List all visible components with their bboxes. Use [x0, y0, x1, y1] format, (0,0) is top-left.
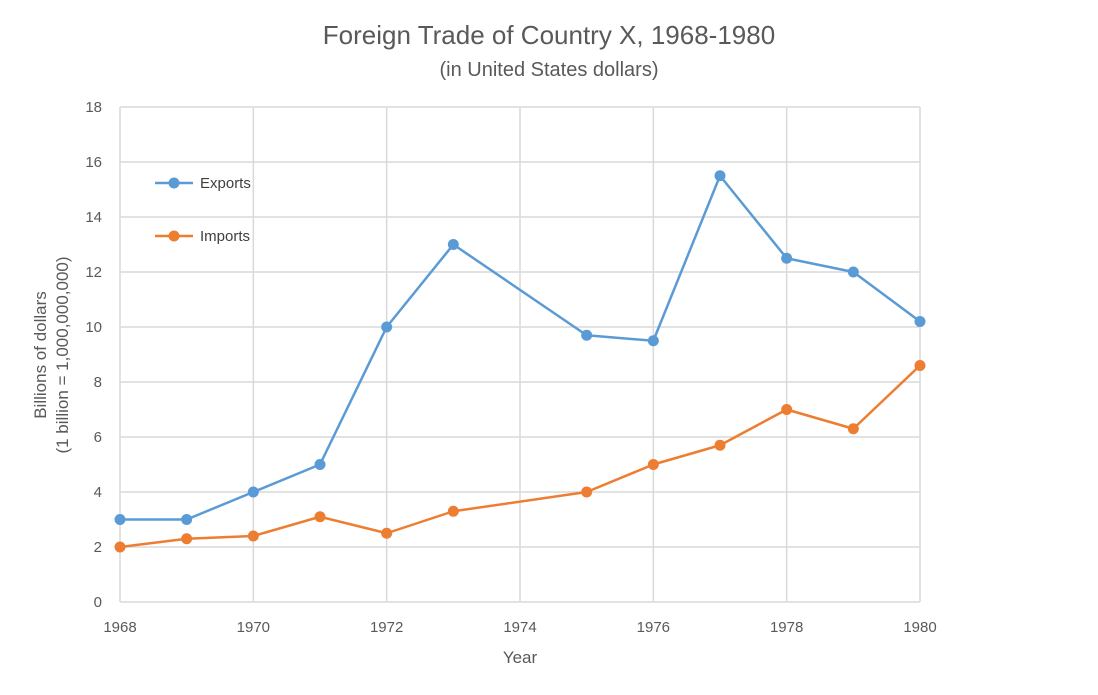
exports-point [781, 252, 793, 264]
imports-point [914, 360, 926, 371]
legend-swatch-marker [168, 230, 180, 242]
x-tick-label: 1980 [903, 619, 936, 636]
imports-point [181, 533, 193, 545]
imports-point [647, 459, 659, 470]
legend-item-imports: Imports [155, 228, 250, 245]
exports-point [181, 514, 193, 525]
legend: Exports Imports [155, 175, 251, 245]
y-axis-title-line1: Billions of dollars [31, 291, 50, 419]
exports-point [714, 170, 726, 182]
exports-line [120, 174, 921, 521]
imports-point [781, 404, 793, 415]
x-tick-label: 1978 [770, 619, 803, 636]
series-exports [114, 170, 926, 525]
imports-line [119, 364, 921, 549]
imports-point [581, 486, 593, 498]
y-axis-title: Billions of dollars (1 billion = 1,000,0… [31, 256, 72, 453]
exports-point [914, 316, 926, 327]
legend-label: Exports [200, 175, 251, 192]
series [114, 170, 926, 553]
exports-point [447, 239, 459, 250]
imports-point [247, 530, 259, 542]
y-tick-label: 2 [94, 539, 102, 556]
x-tick-label: 1968 [103, 619, 136, 636]
imports-point [314, 511, 326, 523]
x-tick-label: 1974 [503, 619, 536, 636]
y-tick-label: 0 [94, 594, 102, 611]
exports-point [247, 486, 259, 498]
y-axis-title-line2: (1 billion = 1,000,000,000) [53, 256, 72, 453]
y-tick-label: 12 [85, 264, 102, 281]
y-axis-ticks: 0 2 4 6 8 10 12 14 16 18 [85, 99, 102, 611]
x-tick-label: 1970 [237, 619, 270, 636]
chart-subtitle: (in United States dollars) [440, 59, 659, 81]
exports-point [114, 514, 126, 525]
y-tick-label: 18 [85, 99, 102, 116]
imports-point [847, 423, 859, 435]
exports-point [581, 329, 593, 341]
chart-title: Foreign Trade of Country X, 1968-1980 [323, 20, 775, 50]
x-axis-ticks: 1968 1970 1972 1974 1976 1978 1980 [103, 619, 936, 636]
imports-point [114, 541, 126, 553]
y-tick-label: 10 [85, 319, 102, 336]
y-tick-label: 16 [85, 154, 102, 171]
gridlines [119, 106, 921, 603]
exports-point [314, 459, 326, 470]
y-tick-label: 8 [94, 374, 102, 391]
y-tick-label: 6 [94, 429, 102, 446]
x-tick-label: 1972 [370, 619, 403, 636]
x-axis-title: Year [503, 648, 538, 667]
exports-point [647, 335, 659, 347]
imports-point [714, 439, 726, 451]
exports-point [381, 321, 393, 333]
x-tick-label: 1976 [637, 619, 670, 636]
imports-point [381, 527, 393, 539]
y-tick-label: 4 [94, 484, 102, 501]
legend-label: Imports [200, 228, 250, 245]
legend-item-exports: Exports [155, 175, 251, 192]
legend-swatch-marker [168, 177, 180, 189]
imports-point [447, 505, 459, 517]
series-imports [114, 360, 926, 553]
y-tick-label: 14 [85, 209, 102, 226]
exports-point [847, 266, 859, 278]
